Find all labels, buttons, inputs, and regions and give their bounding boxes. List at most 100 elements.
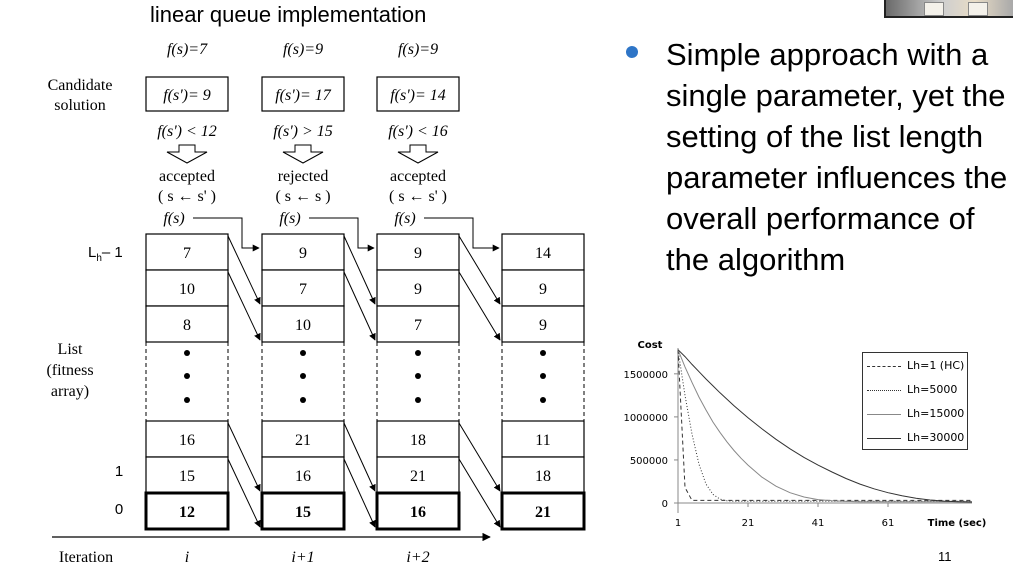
legend-entry: Lh=5000 [867,383,967,399]
list-cell-value: 10 [179,281,195,298]
list-cell-value: 11 [535,432,550,449]
fs-label: f(s)=7 [167,41,208,58]
slide-title: linear queue implementation [150,2,427,27]
page-number: 11 [938,549,952,564]
candidate-value: f(s')= 17 [275,87,332,104]
list-cell [376,420,460,458]
list-cell [145,305,229,343]
update-rule: ( s ← s' ) [158,188,216,205]
candidate-row-label: solution [54,97,106,114]
shift-arrow [458,271,501,341]
iteration-label: i+2 [406,549,429,566]
decision-label: accepted [159,168,215,185]
index-0-label: 0 [115,501,123,518]
cost-chart: 0 500000 1000000 1500000 1 21 41 61 Cost Time (se… [600,330,1010,545]
y-axis-title: Cost [638,340,663,351]
index-1-label: 1 [115,463,123,480]
ellipsis-dot [540,373,546,379]
ellipsis-dot [415,397,421,403]
fs-pointer-label: f(s) [279,210,300,227]
y-tick-label: 500000 [630,456,668,467]
list-row-label: array) [51,383,89,400]
comparison-label: f(s') < 16 [388,123,448,140]
list-cell-oldest [500,491,586,531]
list-cell [261,305,345,343]
bullet-text: Simple approach with a single parameter,… [666,37,1008,277]
list-row-label: (fitness [46,362,93,379]
list-cell-value: 14 [535,245,551,262]
shift-arrow [227,235,261,305]
list-cell [145,420,229,458]
list-cell [261,456,345,494]
candidate-box [261,76,345,112]
decision-label: accepted [390,168,446,185]
iteration-axis-label: Iteration [59,549,113,566]
decision-label: rejected [278,168,329,185]
shift-arrow [343,271,376,341]
y-tick-label: 0 [662,499,668,510]
list-row-label: List [58,341,83,358]
legend-entry: Lh=1 (HC) [867,359,967,375]
list-cell [261,269,345,307]
ellipsis-dot [415,373,421,379]
list-cell-value: 9 [539,317,547,334]
list-cell [145,456,229,494]
candidate-value: f(s')= 14 [390,87,446,104]
list-cell [376,233,460,271]
legend-entry: Lh=30000 [867,431,967,447]
candidate-box [145,76,229,112]
list-cell-oldest [260,491,346,531]
candidate-box [376,76,460,112]
fs-insert-arrow [424,217,500,252]
candidate-row-label: Candidate [48,77,113,94]
down-arrow-icon [166,144,208,164]
candidate-value: f(s')= 9 [163,87,211,104]
decorative-corner-image [884,0,1013,18]
list-cell-value: 21 [535,504,551,521]
comparison-label: f(s') > 15 [273,123,333,140]
iteration-label: i [185,549,189,566]
x-tick-label: 21 [742,518,755,529]
x-tick-label: 61 [882,518,895,529]
list-cell-value: 21 [295,432,311,449]
list-cell [261,420,345,458]
list-cell-value: 12 [179,504,195,521]
shift-arrow [458,458,501,528]
list-cell-value: 7 [414,317,422,334]
shift-arrow [343,235,376,305]
fs-insert-arrow [193,217,260,252]
fs-label: f(s)=9 [398,41,438,58]
series-line [677,349,972,503]
ellipsis-dot [300,397,306,403]
ellipsis-dot [184,373,190,379]
shift-arrow [343,422,376,492]
list-cell-oldest [144,491,230,531]
y-tick-label: 1500000 [623,370,668,381]
list-cell-value: 10 [295,317,311,334]
fs-label: f(s)=9 [283,41,323,58]
series-line [677,349,972,502]
list-cell-value: 16 [295,468,311,485]
list-cell-oldest [375,491,461,531]
list-cell-value: 16 [179,432,195,449]
shift-arrow [458,235,501,305]
ellipsis-dot [184,397,190,403]
list-cell-value: 9 [299,245,307,262]
list-cell-value: 16 [410,504,426,521]
shift-arrow [227,458,261,528]
cost-chart-svg: 0 500000 1000000 1500000 1 21 41 61 Cost Time (se… [623,340,986,529]
series-line [677,349,973,503]
shift-arrow [227,271,261,341]
list-cell [376,305,460,343]
y-tick-label: 1000000 [623,413,668,424]
ellipsis-dot [300,373,306,379]
down-arrow-icon [397,144,439,164]
list-cell-value: 18 [535,468,551,485]
list-cell-value: 9 [414,245,422,262]
shift-arrow [458,422,501,492]
list-cell [376,456,460,494]
list-cell [501,456,585,494]
comparison-label: f(s') < 12 [157,123,217,140]
list-cell [261,233,345,271]
